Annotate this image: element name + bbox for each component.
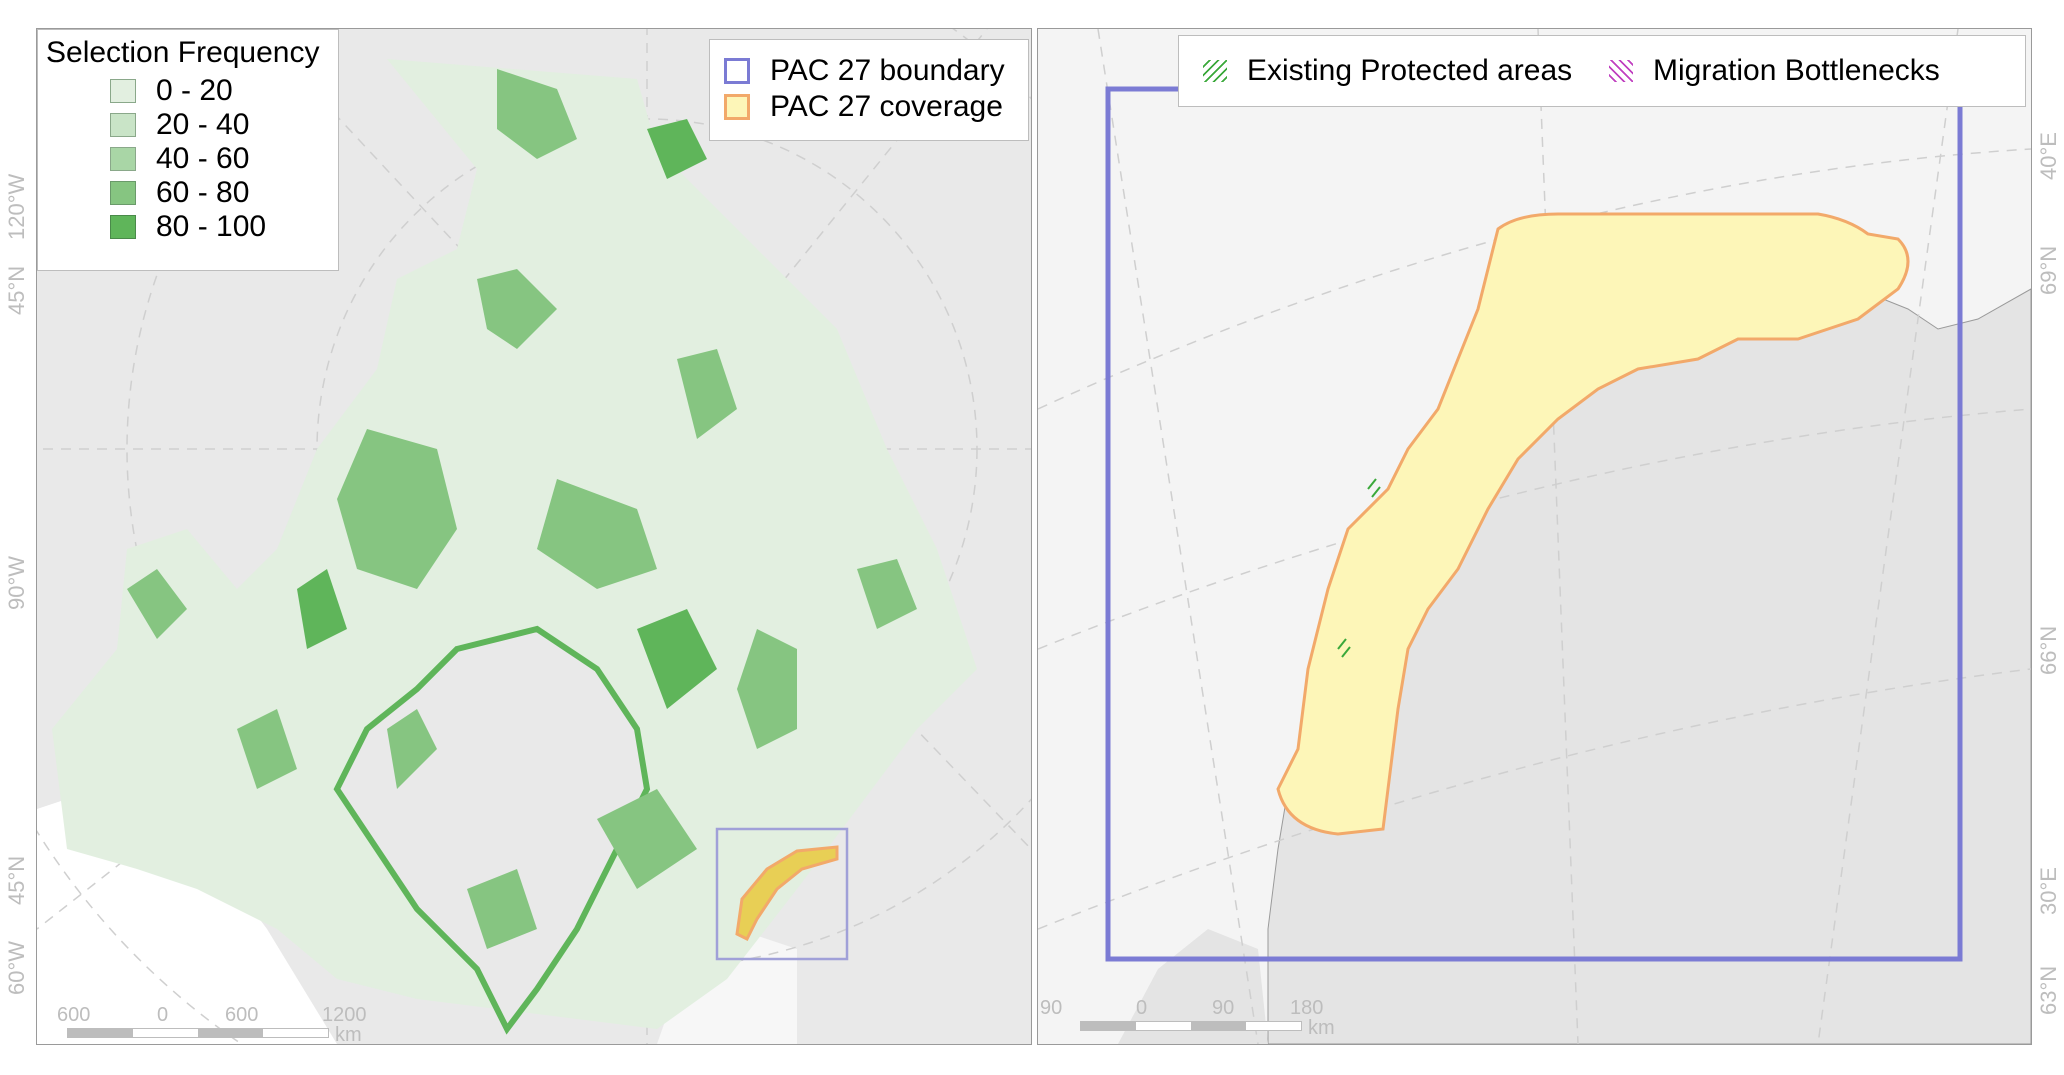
left-scale-bar: 600 0 600 1200 km [57,1004,417,1044]
legend-swatch-0 [110,79,136,103]
top-tick-4: 72°N [1798,28,1847,29]
right-tick-4: 30°E [2036,867,2061,915]
bottleneck-legend-item: Migration Bottlenecks [1609,54,1940,88]
scale-label-1: 0 [157,1004,169,1026]
protected-legend-item: Existing Protected areas [1203,54,1572,88]
right-tick-3: 66°N [2036,625,2061,675]
protected-legend: Existing Protected areas Migration Bottl… [1178,35,2026,107]
arctic-overview-map: 45°N 150°W 180°E 150°E 45°N 30°W 0°E 30°… [36,28,1032,1045]
top-tick-2: 20°E [1198,28,1246,29]
top-tick-3: 30°E [1508,28,1556,29]
pac27-boundary-legend-item: PAC 27 boundary [724,54,1005,88]
scale-unit: km [1308,1017,1335,1039]
detail-map-canvas [1038,29,2031,1044]
arctic-map-canvas [37,29,1031,1044]
scale-label-3: 180 [1290,997,1324,1019]
scale-label-1: 0 [1136,997,1148,1019]
legend-label: 40 - 60 [156,142,250,175]
left-tick-5: 60°W [4,940,29,995]
legend-item: 60 - 80 [110,176,266,210]
boundary-label: PAC 27 boundary [770,54,1005,87]
top-tick-4: 150°E [917,28,977,29]
left-tick-1: 120°W [4,173,29,240]
coverage-swatch [724,94,750,120]
scale-unit: km [335,1024,362,1045]
legend-item: 20 - 40 [110,108,266,142]
scale-label-3: 1200 [322,1004,367,1026]
protected-label: Existing Protected areas [1247,54,1573,87]
legend-item: 40 - 60 [110,142,266,176]
left-tick-2: 45°N [4,265,29,315]
bottleneck-label: Migration Bottlenecks [1653,54,1940,87]
selection-frequency-legend: Selection Frequency 0 - 20 20 - 40 40 - … [37,29,339,271]
right-tick-5: 63°N [2036,965,2061,1015]
legend-title: Selection Frequency [46,36,320,69]
scale-bar-graphic [1080,1021,1302,1031]
legend-swatch-4 [110,215,136,239]
scale-bar-graphic [67,1028,329,1038]
top-tick-3: 180°E [617,28,677,29]
legend-swatch-2 [110,147,136,171]
right-tick-2: 69°N [2036,245,2061,295]
legend-label: 0 - 20 [156,74,233,107]
scale-label-0: 600 [57,1004,91,1026]
top-tick-5: 40°E [1928,28,1976,29]
left-tick-4: 45°N [4,855,29,905]
pac27-legend: PAC 27 boundary PAC 27 coverage [709,39,1029,141]
legend-label: 60 - 80 [156,176,250,209]
legend-label: 80 - 100 [156,210,267,243]
legend-label: 20 - 40 [156,108,250,141]
legend-item: 0 - 20 [110,74,266,108]
scale-label-2: 600 [225,1004,259,1026]
bottleneck-swatch [1609,60,1633,82]
right-tick-1: 40°E [2036,132,2061,180]
top-tick-1: 75°N [1118,28,1167,29]
left-tick-3: 90°W [4,555,29,610]
coverage-label: PAC 27 coverage [770,90,1003,123]
boundary-swatch [724,58,750,84]
right-scale-bar: 90 0 90 180 km [1040,997,1360,1039]
legend-swatch-3 [110,181,136,205]
scale-label-0: 90 [1040,997,1063,1019]
protected-swatch [1203,60,1227,82]
pac27-coverage-legend-item: PAC 27 coverage [724,90,1003,124]
pac27-detail-map: 75°N 20°E 30°E 72°N 40°E 10°E 20°E 63°N … [1037,28,2032,1045]
legend-item: 80 - 100 [110,210,266,244]
legend-swatch-1 [110,113,136,137]
scale-label-2: 90 [1212,997,1235,1019]
